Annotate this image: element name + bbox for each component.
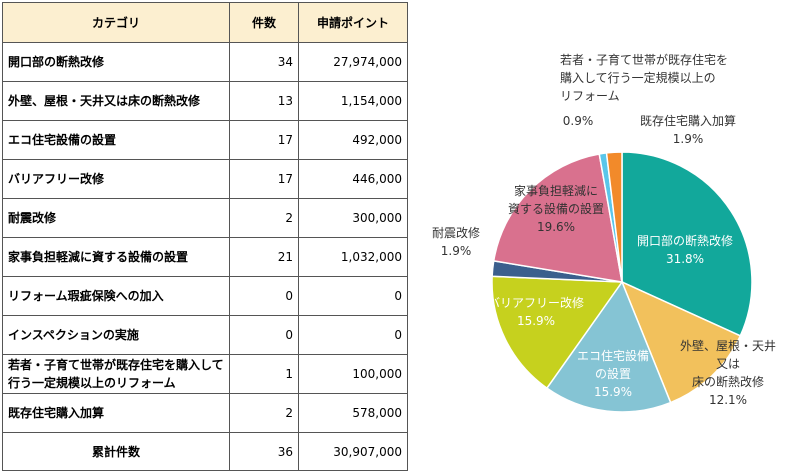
row-count: 21 — [229, 237, 299, 277]
total-points: 30,907,000 — [298, 432, 408, 471]
points-table: カテゴリ 件数 申請ポイント 開口部の断熱改修 34 27,974,000 外壁… — [2, 2, 408, 471]
row-category: 家事負担軽減に資する設備の設置 — [2, 237, 230, 277]
slice-percent-label: 12.1% — [709, 393, 747, 407]
row-category: リフォーム瑕疵保険への加入 — [2, 276, 230, 316]
pie-chart: 開口部の断熱改修 31.8% 外壁、屋根・天井又は床の断熱改修 12.1% エコ住宅設備… — [432, 52, 776, 413]
slice-percent-label: 15.9% — [594, 385, 632, 399]
total-count: 36 — [229, 432, 299, 471]
row-points: 1,154,000 — [298, 81, 408, 121]
slice-percent-label: 31.8% — [666, 252, 704, 266]
row-category: 若者・子育て世帯が既存住宅を購入して行う一定規模以上のリフォーム — [2, 354, 230, 394]
row-count: 0 — [229, 315, 299, 355]
row-count: 17 — [229, 120, 299, 160]
slice-percent-label: 0.9% — [563, 114, 594, 128]
table-row: バリアフリー改修 17 446,000 — [2, 159, 408, 199]
slice-label: 資する設備の設置 — [508, 201, 604, 216]
row-count: 2 — [229, 393, 299, 433]
row-category: 外壁、屋根・天井又は床の断熱改修 — [2, 81, 230, 121]
row-category: 開口部の断熱改修 — [2, 42, 230, 82]
slice-label: 若者・子育て世帯が既存住宅を — [560, 52, 728, 67]
row-points: 0 — [298, 315, 408, 355]
table-row: 若者・子育て世帯が既存住宅を購入して行う一定規模以上のリフォーム 1 100,0… — [2, 354, 408, 394]
row-points: 300,000 — [298, 198, 408, 238]
table-row: 家事負担軽減に資する設備の設置 21 1,032,000 — [2, 237, 408, 277]
row-count: 34 — [229, 42, 299, 82]
row-category: エコ住宅設備の設置 — [2, 120, 230, 160]
row-points: 446,000 — [298, 159, 408, 199]
table-row: 外壁、屋根・天井又は床の断熱改修 13 1,154,000 — [2, 81, 408, 121]
table-row: インスペクションの実施 0 0 — [2, 315, 408, 355]
total-label: 累計件数 — [2, 432, 230, 471]
table-row: 開口部の断熱改修 34 27,974,000 — [2, 42, 408, 82]
pie-slice — [492, 153, 623, 283]
row-points: 492,000 — [298, 120, 408, 160]
table-row: 既存住宅購入加算 2 578,000 — [2, 393, 408, 433]
pie-slice — [620, 280, 742, 404]
row-category: バリアフリー改修 — [2, 159, 230, 199]
pie-slice — [621, 151, 753, 337]
row-category: インスペクションの実施 — [2, 315, 230, 355]
slice-label: リフォーム — [560, 89, 620, 103]
header-count: 件数 — [229, 2, 299, 43]
slice-percent-label: 1.9% — [441, 244, 472, 258]
slice-percent-label: 1.9% — [673, 132, 704, 146]
pie-slice — [605, 151, 623, 283]
row-points: 100,000 — [298, 354, 408, 394]
row-count: 0 — [229, 276, 299, 316]
row-count: 17 — [229, 159, 299, 199]
slice-label: 購入して行う一定規模以上の — [560, 70, 716, 85]
row-points: 0 — [298, 276, 408, 316]
row-points: 1,032,000 — [298, 237, 408, 277]
header-points: 申請ポイント — [298, 2, 408, 43]
slice-label: エコ住宅設備 — [577, 348, 649, 363]
table-row: エコ住宅設備の設置 17 492,000 — [2, 120, 408, 160]
slice-label: 開口部の断熱改修 — [637, 233, 733, 248]
row-count: 13 — [229, 81, 299, 121]
slice-percent-label: 15.9% — [517, 314, 555, 328]
table-header-row: カテゴリ 件数 申請ポイント — [2, 2, 408, 43]
row-count: 2 — [229, 198, 299, 238]
slice-label: バリアフリー改修 — [488, 295, 584, 310]
row-points: 27,974,000 — [298, 42, 408, 82]
pie-slice — [545, 280, 672, 413]
header-category: カテゴリ — [2, 2, 230, 43]
slice-label: 床の断熱改修 — [692, 374, 764, 389]
pie-slice — [491, 275, 624, 390]
row-points: 578,000 — [298, 393, 408, 433]
table-row: 耐震改修 2 300,000 — [2, 198, 408, 238]
row-category: 既存住宅購入加算 — [2, 393, 230, 433]
row-category: 耐震改修 — [2, 198, 230, 238]
slice-label: 家事負担軽減に — [514, 183, 598, 198]
slice-label: 又は — [716, 357, 740, 371]
slice-label: 耐震改修 — [432, 225, 480, 240]
slice-percent-label: 19.6% — [537, 220, 575, 234]
row-count: 1 — [229, 354, 299, 394]
slice-label: 外壁、屋根・天井 — [680, 338, 776, 353]
slice-label: 既存住宅購入加算 — [640, 113, 736, 128]
table-total-row: 累計件数 36 30,907,000 — [2, 432, 408, 471]
table-row: リフォーム瑕疵保険への加入 0 0 — [2, 276, 408, 316]
slice-label: の設置 — [595, 366, 631, 381]
